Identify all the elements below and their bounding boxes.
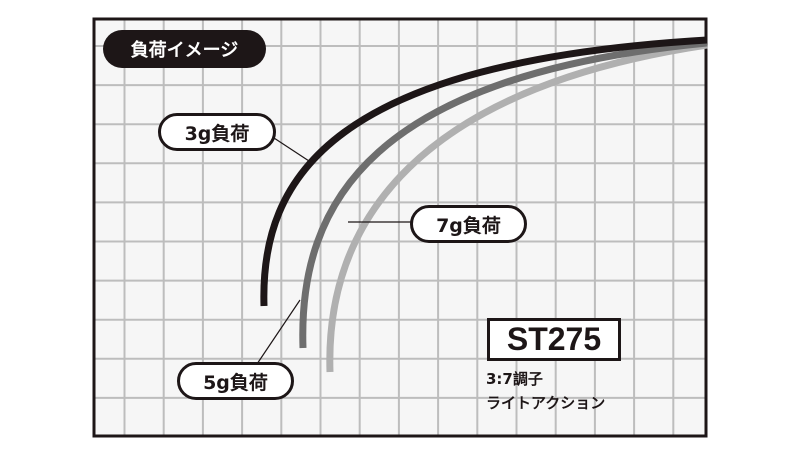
diagram-title: 負荷イメージ [103, 30, 266, 68]
taper-text: 3:7調子 [486, 370, 543, 388]
action-text: ライトアクション [486, 394, 606, 412]
leader-5g [256, 299, 301, 365]
curve-7g [326, 41, 708, 373]
curve-3g [260, 36, 708, 307]
leader-3g [273, 137, 310, 162]
label-3g: 3g負荷 [158, 113, 276, 151]
frame [92, 17, 708, 438]
curve-5g [299, 39, 708, 349]
label-5g: 5g負荷 [177, 362, 294, 400]
label-7g: 7g負荷 [410, 205, 527, 243]
model-name: ST275 [487, 318, 621, 361]
